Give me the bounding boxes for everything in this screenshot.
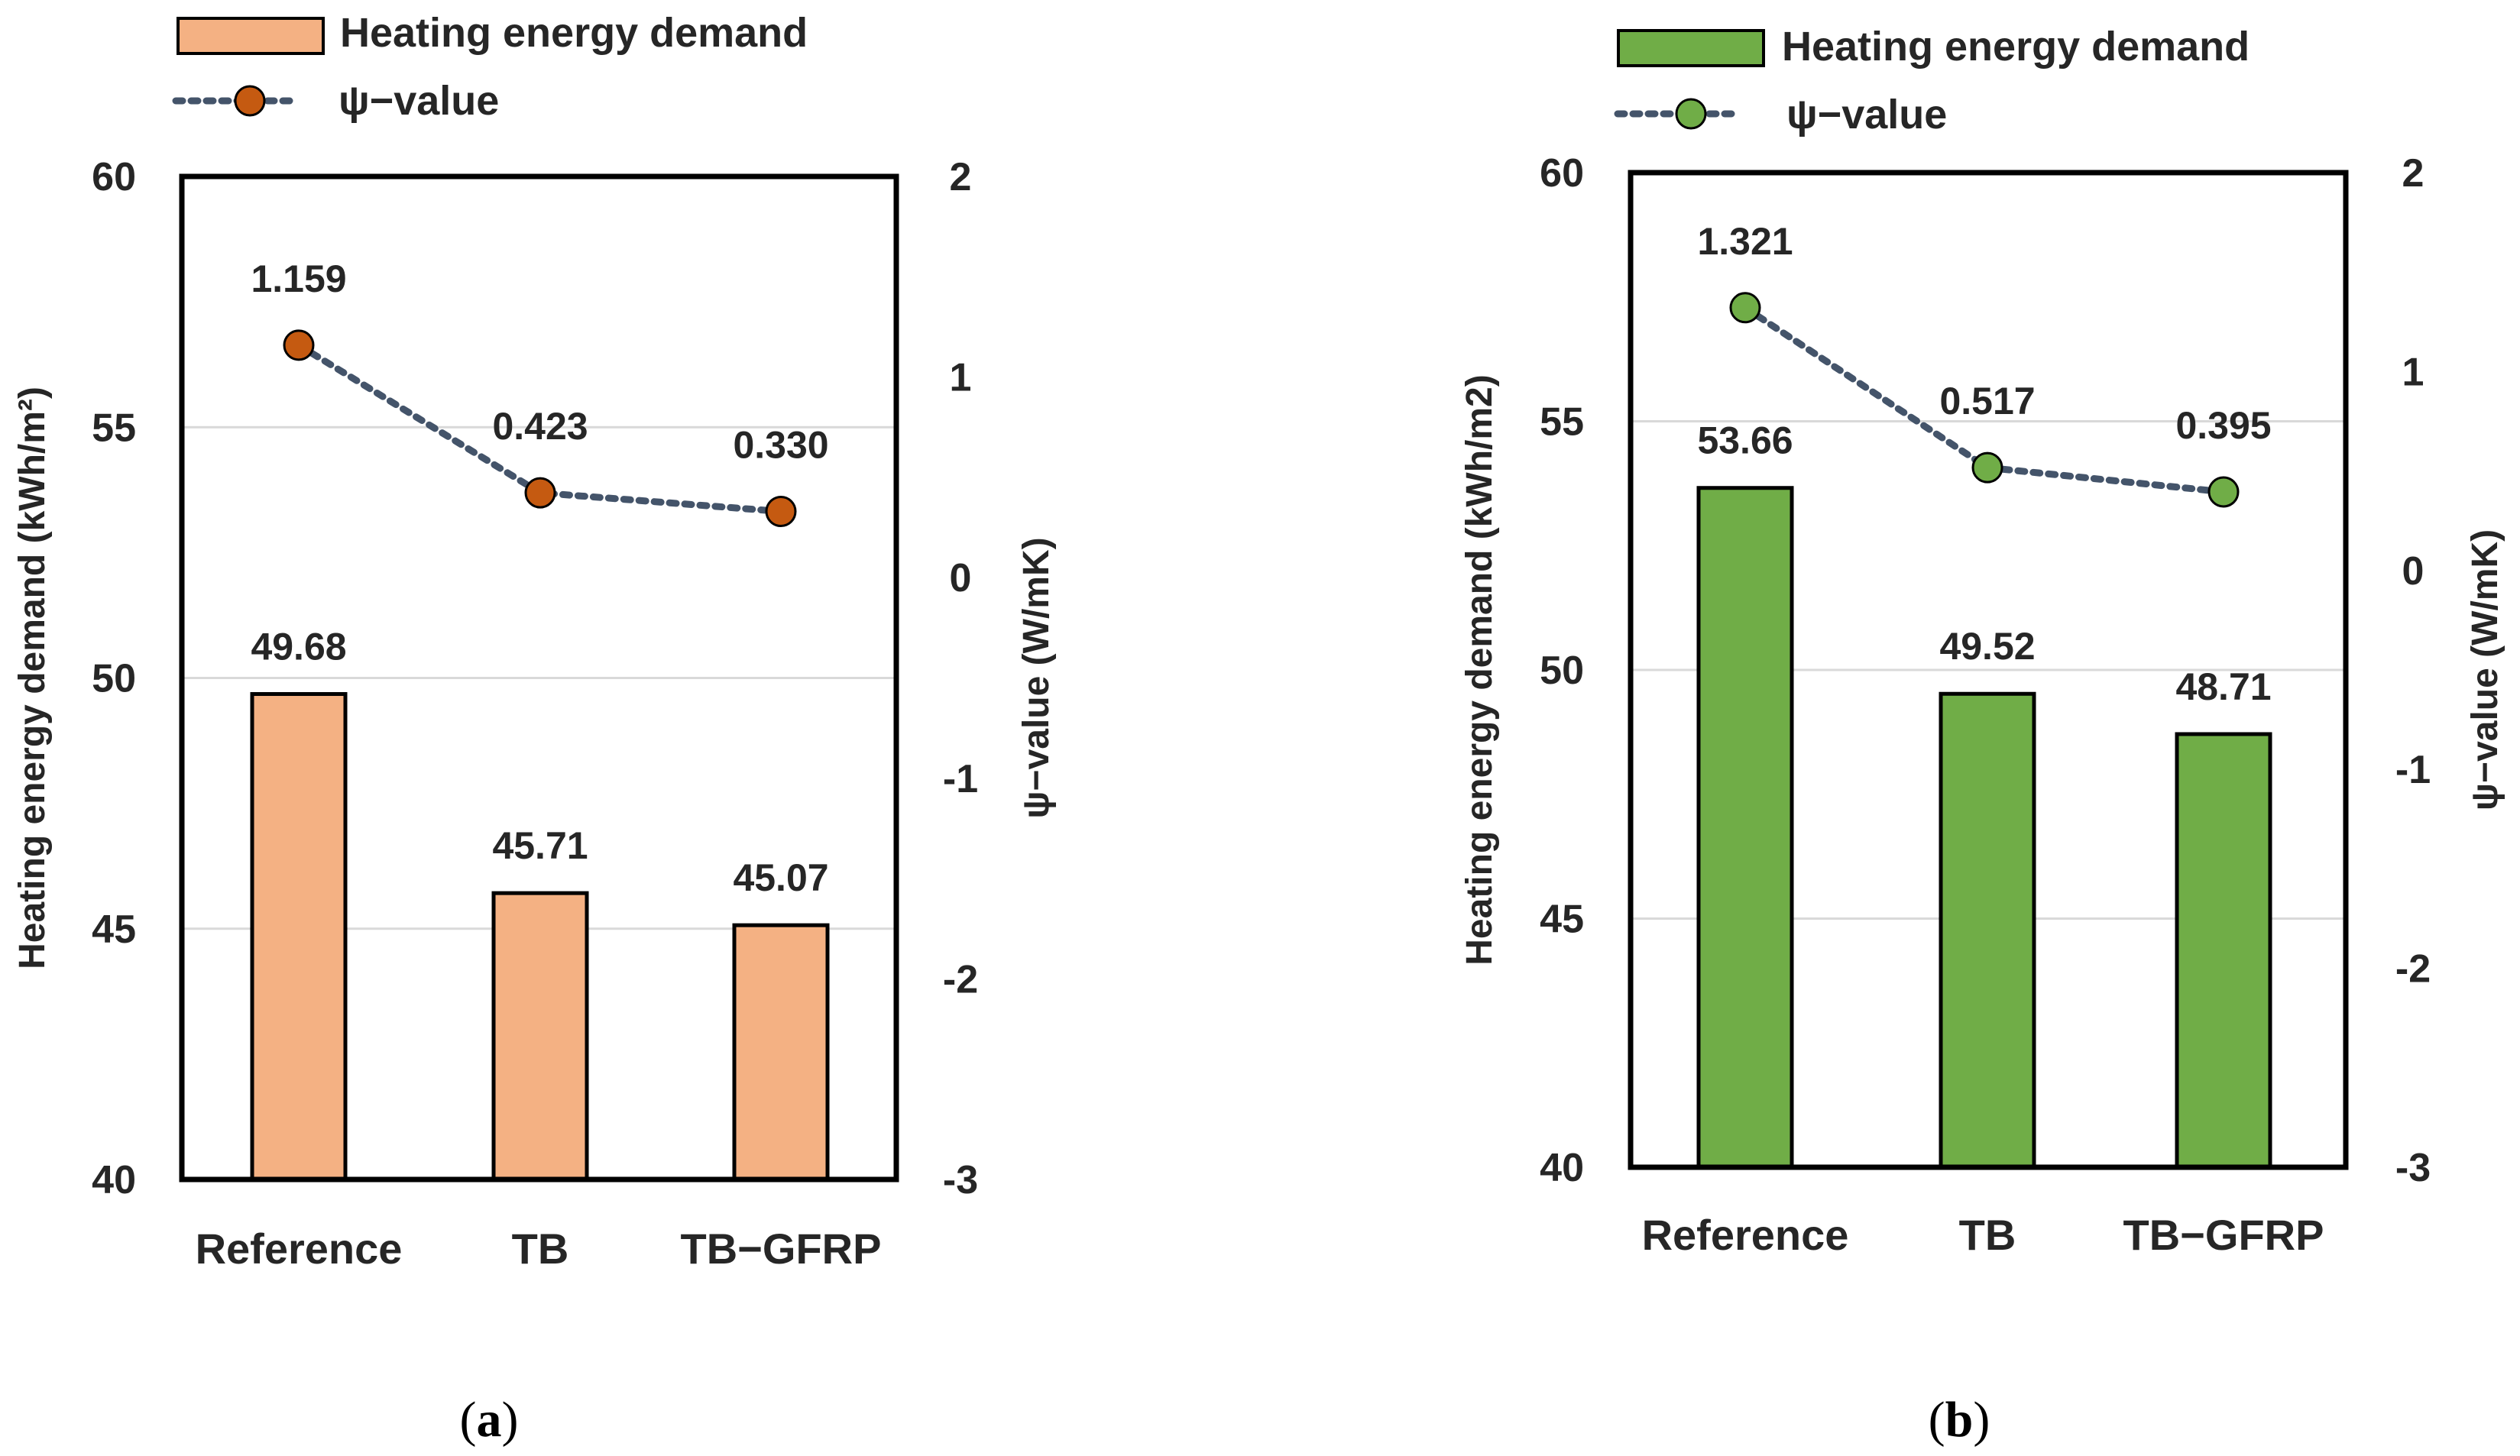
right-tick-label: -3 <box>2395 1146 2431 1190</box>
bar-value-label: 49.68 <box>251 626 346 668</box>
x-axis-tick-labels: Reference TB TB−GFRP <box>196 1225 882 1273</box>
legend-marker-swatch <box>1675 98 1707 130</box>
right-axis-title: ψ−value (W/mK) <box>1016 537 1057 818</box>
psi-marker-0 <box>283 329 315 361</box>
bars <box>1696 486 2272 1170</box>
left-tick-label: 50 <box>1540 649 1584 693</box>
caption-letter: b <box>1945 1392 1974 1448</box>
psi-value-label: 1.159 <box>251 257 346 300</box>
plot-frame <box>179 173 899 1183</box>
bar-value-label: 48.71 <box>2175 665 2271 708</box>
category-label: TB <box>512 1225 569 1273</box>
left-tick-label: 60 <box>92 155 136 199</box>
psi-marker-1 <box>524 477 556 509</box>
psi-marker-2 <box>765 496 797 528</box>
bar-value-label: 49.52 <box>1939 625 2035 668</box>
category-label: TB−GFRP <box>681 1225 882 1273</box>
right-axis-tick-labels: -3 -2 -1 0 1 2 <box>943 155 978 1202</box>
legend-bar-swatch <box>1617 29 1765 67</box>
psi-value-label: 1.321 <box>1697 220 1793 263</box>
bar-1 <box>1939 691 2036 1170</box>
psi-markers <box>1729 292 2240 508</box>
psi-value-label: 0.423 <box>492 405 588 448</box>
category-label: TB−GFRP <box>2123 1211 2324 1259</box>
legend-line-label: ψ−value <box>338 78 499 124</box>
caption-letter: a <box>477 1392 502 1448</box>
left-tick-label: 40 <box>1540 1146 1584 1190</box>
bar-2 <box>2175 732 2272 1170</box>
panel-caption: (b) <box>1929 1392 1990 1448</box>
bar-2 <box>732 923 830 1182</box>
bar-value-label: 53.66 <box>1697 419 1793 462</box>
right-tick-label: 0 <box>950 556 972 600</box>
psi-marker-1 <box>1971 451 2003 484</box>
left-axis-title: Heating energy demand (kWh/m²) <box>12 387 53 969</box>
psi-value-label: 0.517 <box>1939 380 2035 422</box>
bars <box>250 692 830 1182</box>
psi-value-label: 0.395 <box>2175 404 2271 447</box>
psi-value-labels: 1.321 0.517 0.395 <box>1697 220 2271 447</box>
legend-line-label: ψ−value <box>1786 92 1947 138</box>
psi-marker-0 <box>1729 292 1761 324</box>
legend: Heating energy demand ψ−value <box>172 10 808 124</box>
right-tick-label: 0 <box>2402 549 2424 594</box>
left-axis-tick-labels: 40 45 50 55 60 <box>92 155 136 1202</box>
right-tick-label: 2 <box>2402 151 2424 196</box>
left-tick-label: 60 <box>1540 151 1584 196</box>
left-tick-label: 45 <box>1540 898 1584 942</box>
right-tick-label: -1 <box>2395 748 2431 792</box>
psi-markers <box>283 329 797 528</box>
left-tick-label: 45 <box>92 908 136 952</box>
left-axis-tick-labels: 40 45 50 55 60 <box>1540 151 1584 1190</box>
category-label: Reference <box>196 1225 403 1273</box>
right-tick-label: 1 <box>950 356 972 400</box>
left-tick-label: 55 <box>92 406 136 450</box>
right-tick-label: 2 <box>950 155 972 199</box>
right-tick-label: -1 <box>943 757 978 801</box>
right-tick-label: -3 <box>943 1158 978 1202</box>
category-label: TB <box>1959 1211 2016 1259</box>
bar-value-label: 45.07 <box>733 856 828 899</box>
psi-marker-2 <box>2207 476 2240 508</box>
legend-marker-swatch <box>234 85 266 117</box>
right-axis-title: ψ−value (W/mK) <box>2465 529 2505 811</box>
psi-value-labels: 1.159 0.423 0.330 <box>251 257 828 467</box>
right-tick-label: -2 <box>2395 947 2431 992</box>
left-tick-label: 50 <box>92 657 136 701</box>
left-axis-title: Heating energy demand (kWh/m2) <box>1459 374 1500 965</box>
bar-value-labels: 53.66 49.52 48.71 <box>1697 419 2271 708</box>
bar-value-label: 45.71 <box>492 824 588 867</box>
left-tick-label: 40 <box>92 1158 136 1202</box>
right-tick-label: 1 <box>2402 350 2424 394</box>
legend-bar-label: Heating energy demand <box>1782 24 2250 70</box>
psi-value-label: 0.330 <box>733 424 828 467</box>
panel-a: Heating energy demand ψ−value 49.68 45.71… <box>12 10 1057 1448</box>
panel-caption: (a) <box>460 1392 519 1448</box>
bar-0 <box>1696 486 1794 1170</box>
panel-b: Heating energy demand ψ−value 53.66 49.52… <box>1459 24 2505 1448</box>
bar-value-labels: 49.68 45.71 45.07 <box>251 626 828 900</box>
right-tick-label: -2 <box>943 957 978 1001</box>
bar-0 <box>250 692 348 1182</box>
x-axis-tick-labels: Reference TB TB−GFRP <box>1642 1211 2324 1259</box>
legend-bar-swatch <box>177 17 325 55</box>
plot-frame <box>1628 170 2349 1170</box>
category-label: Reference <box>1642 1211 1849 1259</box>
left-tick-label: 55 <box>1540 400 1584 445</box>
bar-1 <box>491 891 589 1182</box>
right-axis-tick-labels: -3 -2 -1 0 1 2 <box>2395 151 2431 1190</box>
legend: Heating energy demand ψ−value <box>1614 24 2250 138</box>
legend-bar-label: Heating energy demand <box>340 10 808 56</box>
